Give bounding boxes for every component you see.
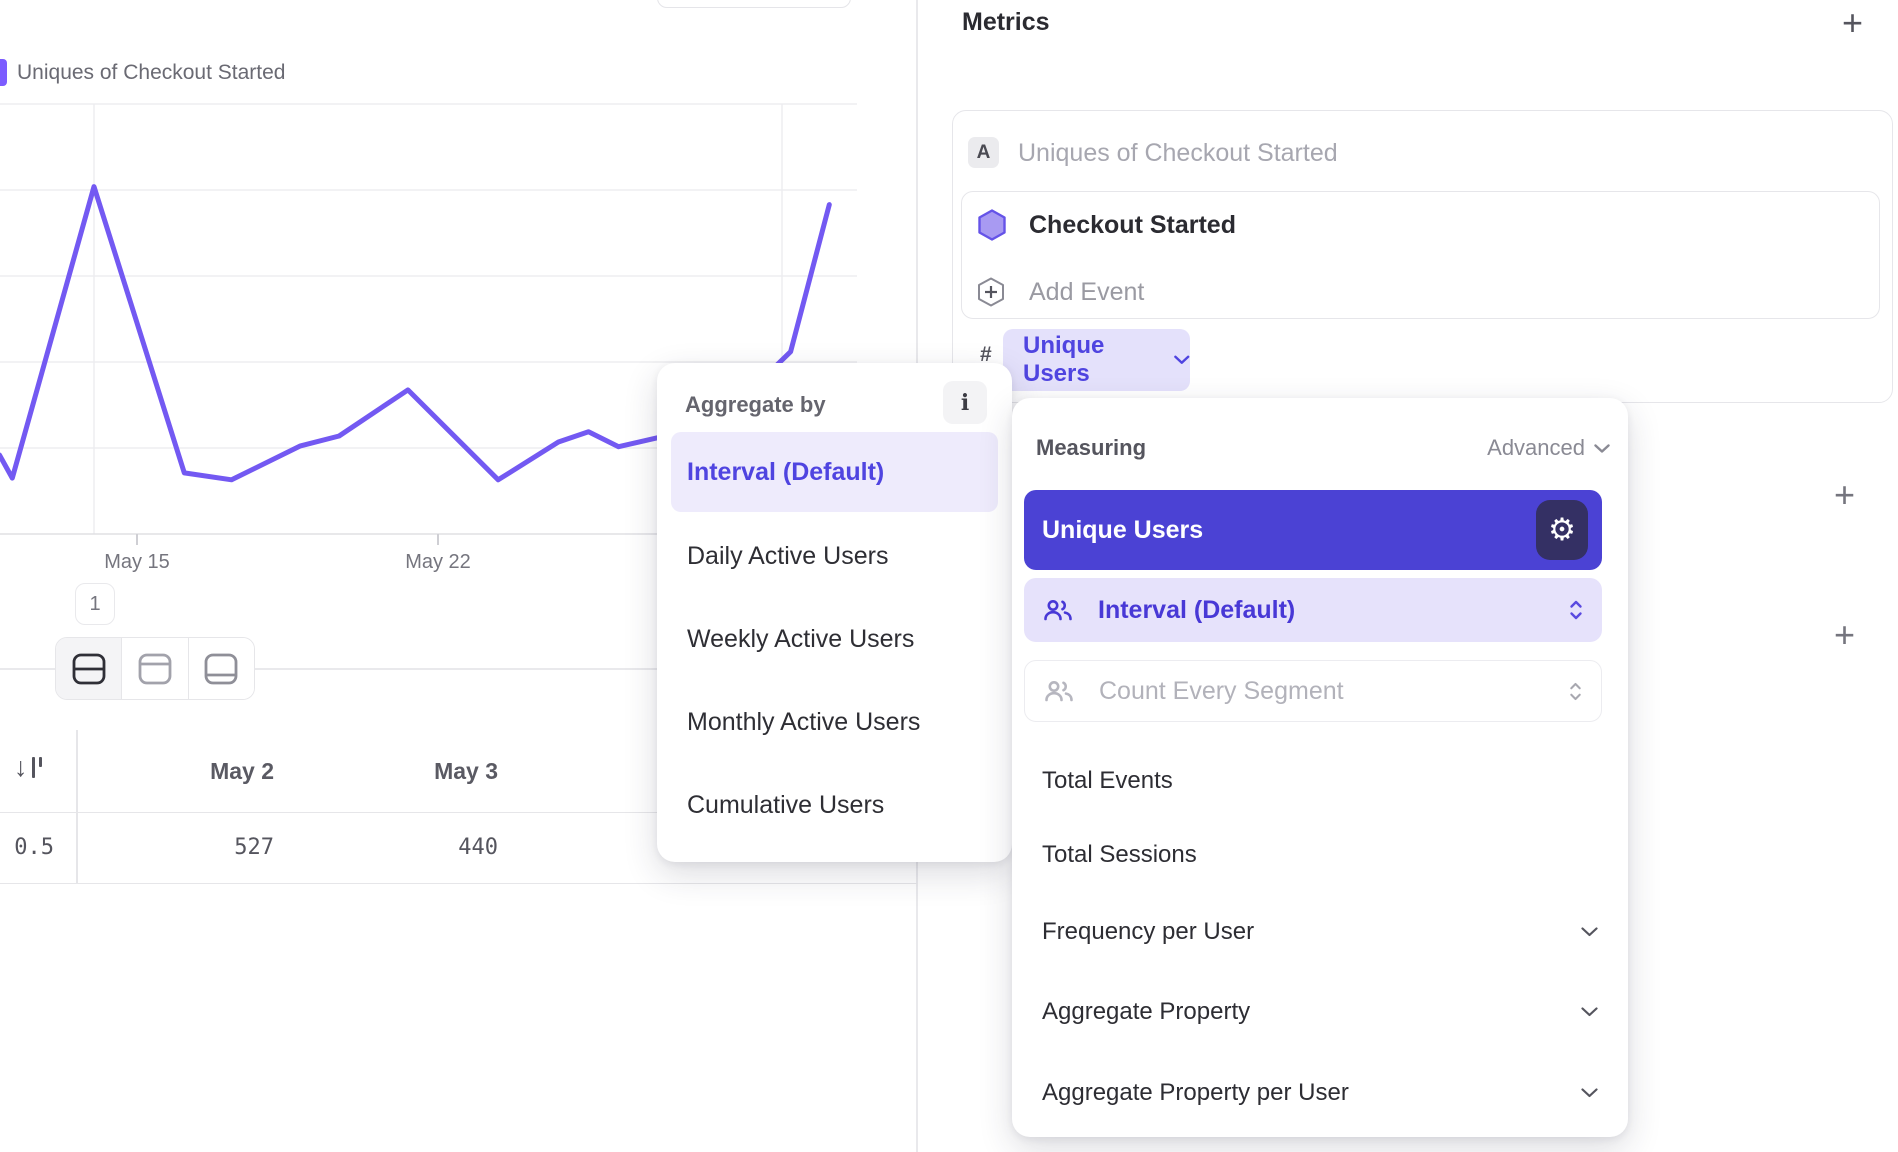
footer-bottom-icon — [204, 653, 238, 684]
advanced-label: Advanced — [1487, 435, 1585, 460]
add-event-label: Add Event — [1029, 277, 1145, 306]
event-row[interactable]: Checkout Started — [977, 207, 1236, 243]
menu-item-cumulative-users[interactable]: Cumulative Users — [687, 791, 885, 819]
event-hexagon-icon — [978, 209, 1006, 241]
menu-item-daily-active-users[interactable]: Daily Active Users — [687, 542, 889, 570]
chevron-down-icon — [1594, 443, 1610, 453]
menu-item-weekly-active-users[interactable]: Weekly Active Users — [687, 625, 915, 653]
chevron-down-icon — [1581, 1007, 1598, 1017]
users-icon — [1044, 600, 1072, 621]
add-filter-button[interactable]: + — [1834, 474, 1856, 515]
segment-count-badge[interactable]: 1 — [75, 583, 115, 625]
chevron-down-icon — [1581, 927, 1598, 937]
sort-icon[interactable]: ↓ — [14, 752, 42, 782]
column-header[interactable]: May 2 — [210, 758, 274, 784]
count-every-segment-label: Count Every Segment — [1099, 676, 1344, 705]
header-top-icon — [138, 653, 172, 684]
add-event-button[interactable]: Add Event — [977, 274, 1144, 310]
aggregate-by-menu: Aggregate by i Interval (Default) Daily … — [657, 363, 1012, 862]
option-interval-default[interactable]: Interval (Default) — [1024, 578, 1602, 642]
metric-letter-badge: A — [968, 137, 999, 168]
column-header[interactable]: May 3 — [434, 758, 498, 784]
measurement-chip-label: Unique Users — [1023, 332, 1105, 387]
chart-legend: Uniques of Checkout Started — [0, 58, 286, 88]
option-total-sessions[interactable]: Total Sessions — [1042, 841, 1197, 868]
option-aggregate-property[interactable]: Aggregate Property — [1042, 995, 1598, 1029]
measurement-type-icon: # — [980, 343, 992, 366]
option-total-events[interactable]: Total Events — [1042, 767, 1173, 794]
event-card: Checkout Started Add Event — [961, 191, 1880, 319]
menu-item-interval-default[interactable]: Interval (Default) — [671, 432, 998, 512]
add-metric-button[interactable]: + — [1842, 2, 1864, 43]
row-average-cell: 0.5 — [14, 835, 54, 860]
x-axis-tick-label: May 15 — [104, 551, 170, 573]
table-layout-toggle-group — [55, 637, 255, 700]
legend-series-marker — [0, 59, 7, 86]
option-unique-users-selected[interactable]: Unique Users ⚙ — [1024, 490, 1602, 570]
table-cell: 440 — [458, 835, 498, 860]
add-event-icon — [978, 277, 1004, 307]
split-rows-icon — [72, 653, 106, 684]
section-divider — [0, 668, 917, 670]
metrics-section-title: Metrics — [962, 8, 1050, 36]
option-aggregate-property-per-user[interactable]: Aggregate Property per User — [1042, 1076, 1598, 1110]
add-breakdown-button[interactable]: + — [1834, 614, 1856, 655]
metric-name-input[interactable]: Uniques of Checkout Started — [1018, 139, 1338, 167]
layout-split-rows-button[interactable] — [56, 638, 122, 699]
unique-users-label: Unique Users — [1042, 515, 1204, 544]
gear-icon[interactable]: ⚙ — [1536, 500, 1588, 560]
event-name: Checkout Started — [1029, 210, 1236, 239]
select-chevrons-icon — [1570, 682, 1581, 700]
option-count-every-segment[interactable]: Count Every Segment — [1024, 660, 1602, 722]
table-row[interactable] — [0, 812, 917, 884]
advanced-mode-toggle[interactable]: Advanced — [1487, 435, 1610, 461]
chevron-down-icon — [1174, 355, 1190, 364]
layout-footer-bottom-button[interactable] — [187, 638, 254, 699]
layout-header-top-button[interactable] — [121, 638, 188, 699]
metric-card: A Uniques of Checkout Started Checkout S… — [952, 110, 1893, 403]
aggregate-by-title: Aggregate by — [685, 392, 826, 417]
select-chevrons-icon — [1570, 600, 1582, 620]
interval-default-label: Interval (Default) — [1098, 595, 1296, 624]
menu-item-monthly-active-users[interactable]: Monthly Active Users — [687, 708, 921, 736]
chevron-down-icon — [1581, 1088, 1598, 1098]
table-cell: 527 — [234, 835, 274, 860]
measurement-chip[interactable]: Unique Users — [1003, 329, 1190, 391]
option-frequency-per-user[interactable]: Frequency per User — [1042, 915, 1598, 949]
frozen-column-divider — [76, 730, 78, 883]
users-icon — [1045, 681, 1073, 702]
measuring-title: Measuring — [1036, 435, 1147, 460]
info-icon[interactable]: i — [943, 381, 987, 424]
legend-series-label: Uniques of Checkout Started — [17, 61, 286, 84]
measuring-menu: Measuring Advanced Unique Users ⚙ Interv… — [1012, 398, 1628, 1137]
x-axis-tick-label: May 22 — [405, 551, 471, 573]
